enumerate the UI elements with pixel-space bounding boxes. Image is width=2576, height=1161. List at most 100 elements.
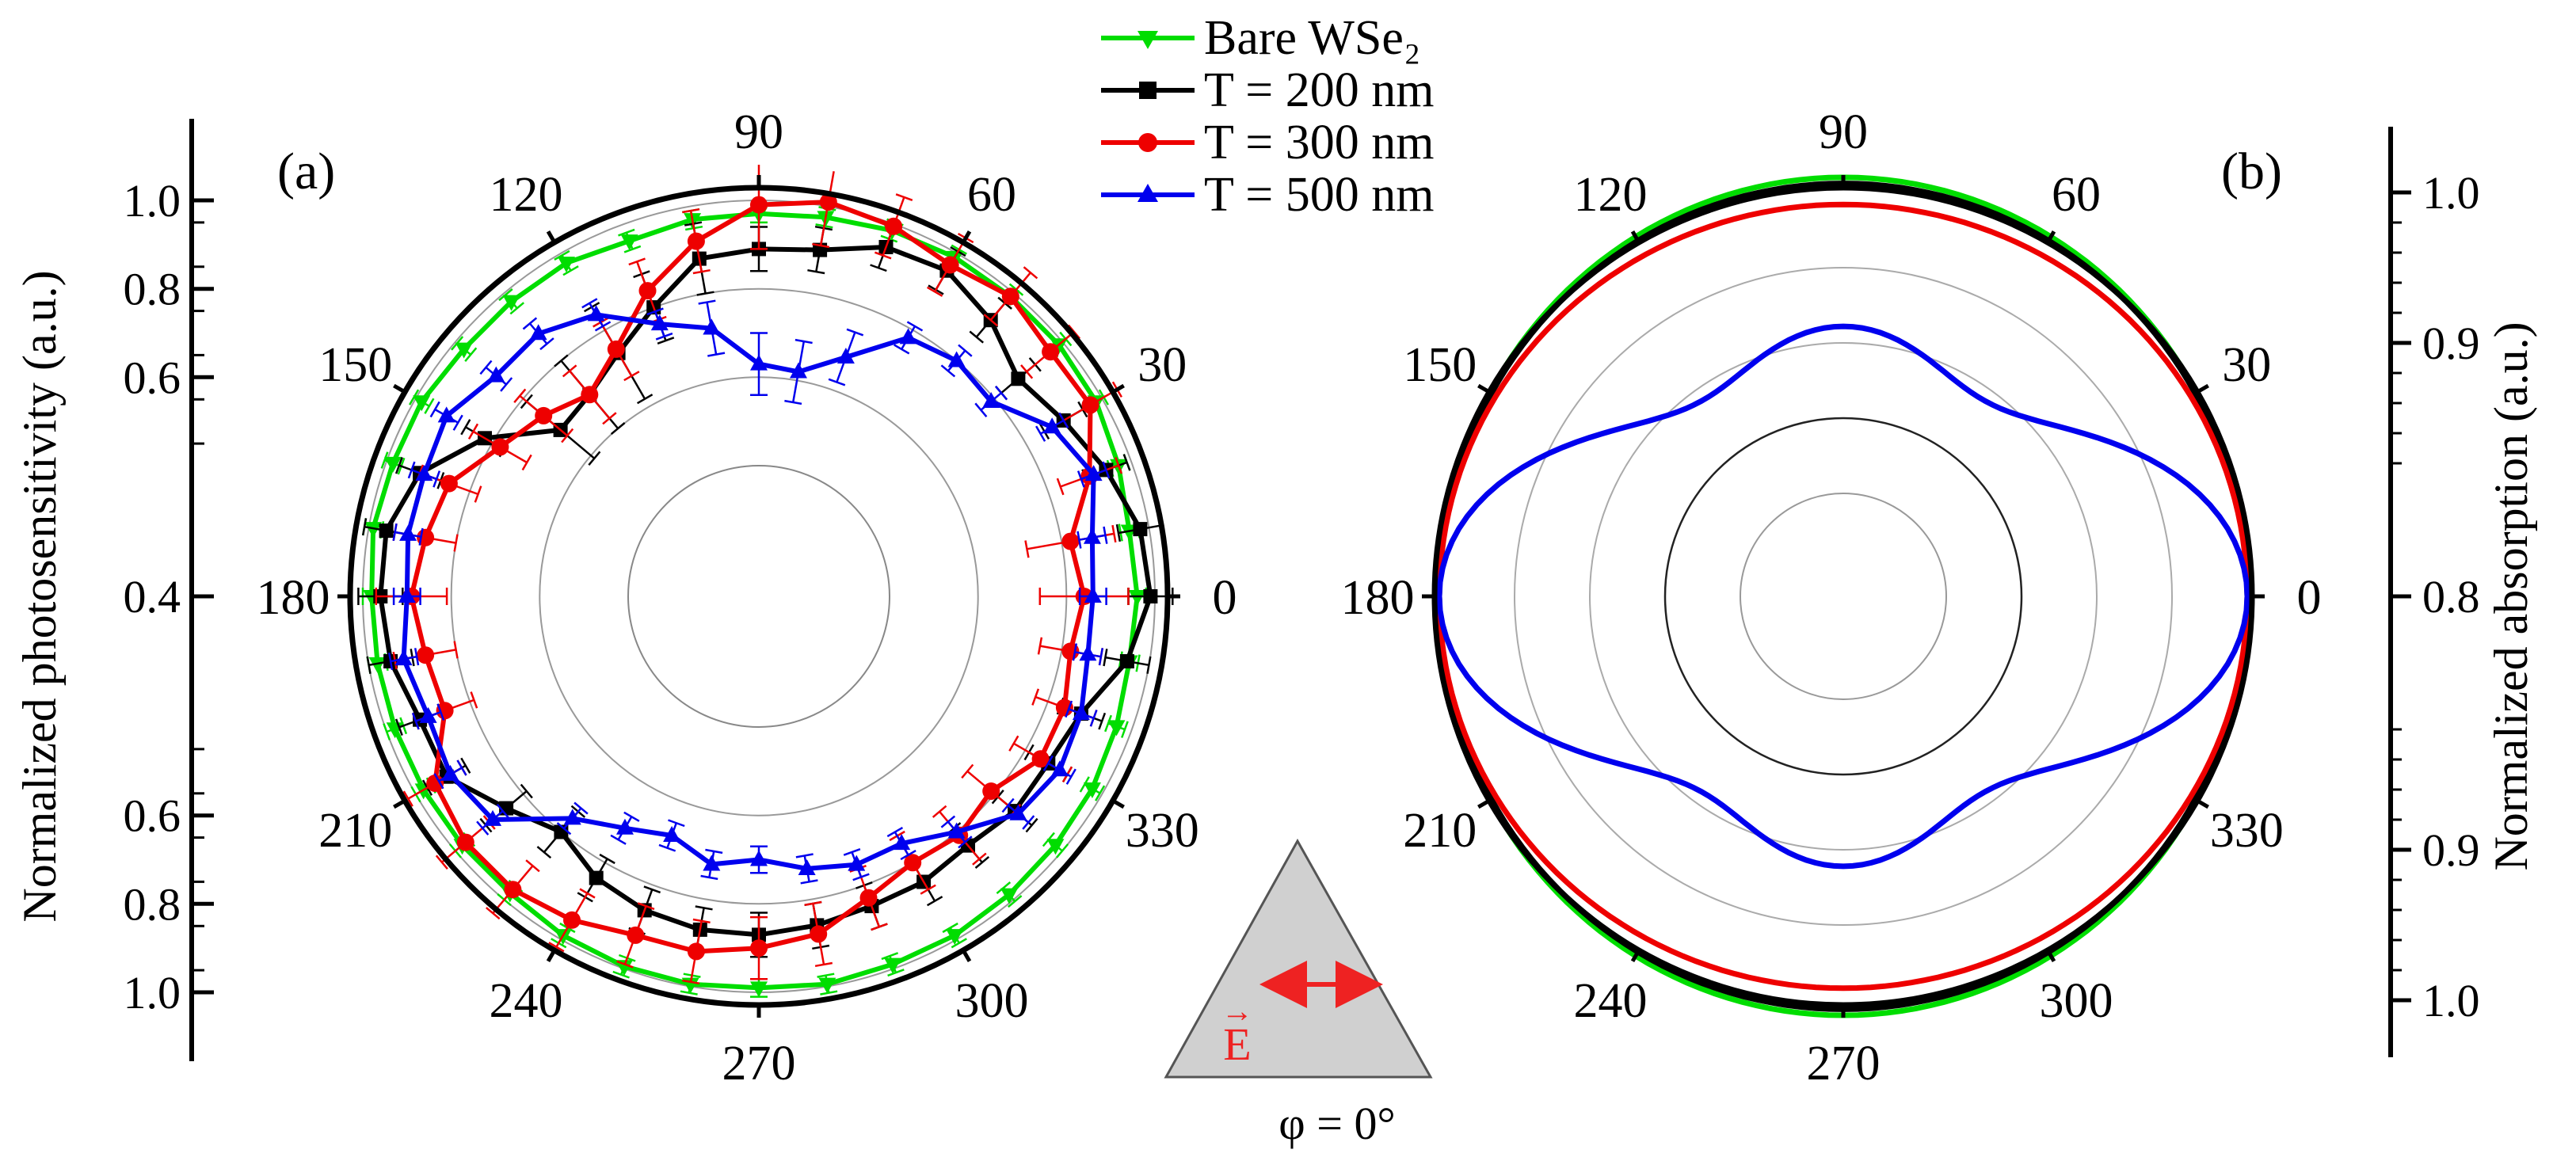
errorcap-t500-150-0 bbox=[452, 414, 463, 431]
polar-plot-absorption: 0 30 60 90 120 150 180 210 240 270 300 330 bbox=[1341, 105, 2322, 1091]
grid-ring-b-0.85 bbox=[1663, 417, 2023, 776]
point-t500-220 bbox=[484, 809, 502, 826]
b-angle-tick-60 bbox=[2044, 230, 2056, 246]
radial-tick-label-right-3: 0.9 bbox=[2422, 824, 2480, 876]
errorcap-bare-110-0 bbox=[623, 245, 642, 253]
errorcap-t500-160-0 bbox=[433, 470, 441, 488]
errorcap-t500-330-1 bbox=[1065, 768, 1077, 785]
errorcap-t300-10-0 bbox=[1024, 540, 1030, 558]
errorcap-t300-280-0 bbox=[804, 900, 822, 907]
errorcap-t200-10-0 bbox=[1115, 523, 1122, 542]
errorcap-t300-130-1 bbox=[562, 364, 577, 378]
field-label: E bbox=[1223, 1018, 1251, 1070]
b-angle-tick-30 bbox=[2194, 383, 2209, 395]
point-t300-230 bbox=[504, 881, 522, 899]
errorcap-t200-150-1 bbox=[460, 419, 471, 436]
errorcap-t200-340-1 bbox=[1098, 712, 1107, 730]
errorcap-t300-50-0 bbox=[983, 314, 998, 327]
b-angle-label-60: 60 bbox=[2052, 168, 2101, 222]
errorcap-t500-310-1 bbox=[958, 836, 973, 849]
errorcap-bare-340-0 bbox=[1104, 714, 1112, 733]
point-t200-0 bbox=[1143, 589, 1158, 603]
point-t500-160 bbox=[415, 465, 433, 482]
errorcap-t500-220-1 bbox=[476, 820, 490, 836]
radial-axis-left: 1.0 0.8 0.6 0.4 0.6 0.8 1.0 bbox=[124, 119, 214, 1061]
point-t500-100 bbox=[703, 318, 721, 335]
point-bare-290 bbox=[884, 957, 902, 974]
errorcap-t500-290-1 bbox=[852, 873, 870, 881]
point-t500-0 bbox=[1084, 587, 1102, 603]
point-t500-50 bbox=[947, 351, 966, 367]
errorcap-bare-310-1 bbox=[1007, 895, 1023, 908]
point-t500-90 bbox=[750, 354, 768, 371]
errorcap-bare-280-1 bbox=[820, 990, 838, 995]
errorcap-t300-20-0 bbox=[1056, 478, 1065, 496]
errorcap-t300-260-1 bbox=[682, 979, 700, 985]
radial-tick-label-right-1: 0.9 bbox=[2422, 318, 2480, 369]
errorcap-t200-310-1 bbox=[974, 855, 990, 869]
point-t300-340 bbox=[1055, 699, 1073, 717]
b-angle-tick-300 bbox=[2044, 947, 2056, 962]
errorcap-t500-350-0 bbox=[1072, 643, 1078, 661]
point-bare-250 bbox=[615, 960, 633, 976]
errorcap-t200-230-1 bbox=[536, 846, 552, 859]
errorcap-t200-210-0 bbox=[460, 757, 471, 774]
point-bare-310 bbox=[1000, 888, 1019, 904]
errorcap-bare-300-1 bbox=[951, 938, 967, 949]
point-bare-280 bbox=[818, 977, 836, 994]
point-t500-40 bbox=[982, 391, 1000, 408]
errorcap-t500-130-0 bbox=[539, 337, 554, 351]
point-t500-200 bbox=[419, 706, 437, 723]
errorcap-t500-290-0 bbox=[843, 848, 861, 856]
errorcap-t200-200-1 bbox=[394, 718, 403, 737]
b-angle-tick-150 bbox=[1477, 383, 1492, 395]
errorcap-t500-10-1 bbox=[1103, 526, 1108, 544]
errorcap-t500-130-1 bbox=[522, 317, 538, 330]
errorcap-t200-80-0 bbox=[807, 268, 825, 275]
errorcap-t300-70-1 bbox=[895, 193, 913, 201]
errorcap-t300-40-0 bbox=[1020, 364, 1034, 379]
errorcap-t500-70-1 bbox=[846, 328, 864, 337]
errorcap-t300-140-0 bbox=[561, 428, 574, 443]
errorcap-t500-310-0 bbox=[940, 815, 956, 828]
radial-tick-label-left-1: 0.8 bbox=[124, 264, 181, 315]
point-bare-190 bbox=[368, 657, 387, 673]
errorcap-t500-70-0 bbox=[828, 378, 846, 386]
a-angle-tick-210 bbox=[393, 797, 408, 809]
point-t500-340 bbox=[1072, 704, 1090, 721]
point-t500-150 bbox=[437, 406, 455, 423]
a-angle-tick-60 bbox=[960, 230, 972, 246]
errorcap-t300-310-1 bbox=[972, 852, 987, 866]
curve-t500 bbox=[1436, 323, 2250, 870]
errorcap-t500-140-0 bbox=[500, 377, 513, 392]
point-t500-140 bbox=[487, 366, 505, 383]
point-t300-260 bbox=[687, 942, 705, 961]
point-t200-10 bbox=[1133, 522, 1148, 537]
point-t300-60 bbox=[941, 256, 959, 274]
b-angle-label-270: 270 bbox=[1807, 1037, 1881, 1091]
a-angle-label-270: 270 bbox=[722, 1037, 796, 1091]
legend-marker-t200 bbox=[1139, 82, 1157, 99]
errorcap-t300-340-0 bbox=[1031, 688, 1040, 706]
point-t300-320 bbox=[982, 782, 1000, 800]
radial-tick-label-left-3: 0.4 bbox=[124, 571, 181, 622]
point-t500-60 bbox=[899, 328, 917, 344]
errorcap-t500-210-0 bbox=[456, 759, 467, 776]
point-bare-120 bbox=[557, 257, 575, 273]
line-t200 bbox=[378, 245, 1153, 938]
errorcap-bare-300-0 bbox=[942, 922, 958, 934]
a-angle-label-300: 300 bbox=[955, 974, 1029, 1028]
field-arrow-symbol: → bbox=[1221, 993, 1253, 1029]
point-t500-120 bbox=[587, 305, 605, 322]
errorcap-t300-240-0 bbox=[579, 888, 596, 899]
errorcap-t300-60-0 bbox=[926, 286, 943, 297]
point-t500-80 bbox=[789, 362, 807, 379]
errorcap-t200-320-1 bbox=[1025, 817, 1038, 833]
grid-ring-b-inner bbox=[1740, 493, 1947, 700]
point-t300-220 bbox=[456, 833, 474, 851]
errorcap-t300-350-0 bbox=[1037, 637, 1043, 655]
point-t500-170 bbox=[399, 524, 417, 541]
errorcap-bare-150-0 bbox=[424, 398, 435, 414]
errorcap-bare-130-1 bbox=[498, 288, 513, 302]
